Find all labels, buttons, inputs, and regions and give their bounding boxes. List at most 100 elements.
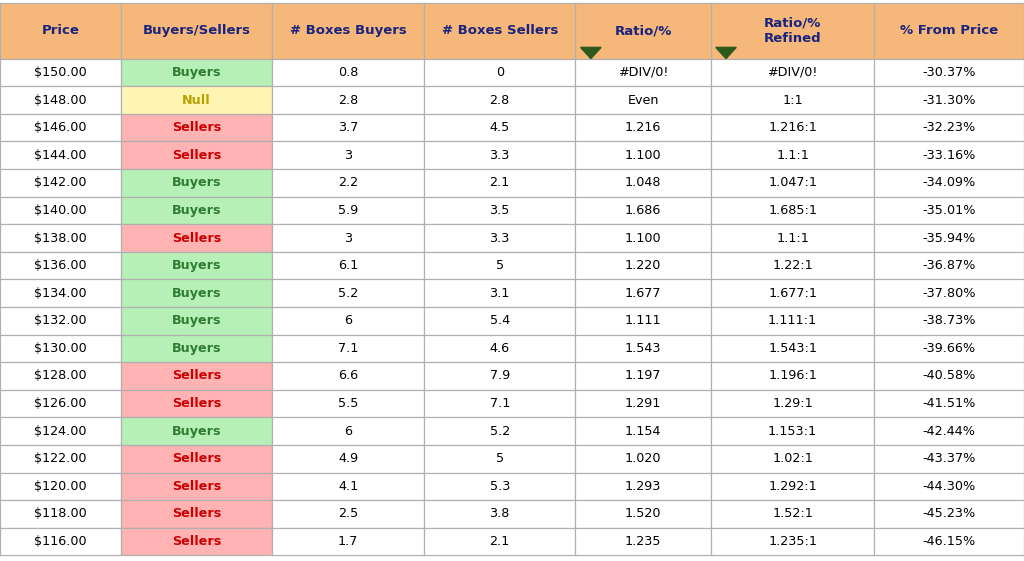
Bar (424, 362, 575, 390)
Bar (121, 362, 272, 390)
Bar (874, 86, 1024, 114)
Text: 5.5: 5.5 (338, 397, 358, 410)
Text: $142.00: $142.00 (34, 176, 87, 189)
Text: Price: Price (42, 24, 79, 37)
Bar (874, 334, 1024, 362)
Text: $120.00: $120.00 (34, 480, 87, 493)
Text: -39.66%: -39.66% (923, 342, 976, 355)
Bar (0, 334, 121, 362)
Bar (0, 500, 121, 528)
Bar (711, 86, 874, 114)
Bar (711, 3, 874, 58)
Bar (424, 114, 575, 141)
Text: 1.686: 1.686 (625, 204, 662, 217)
Text: 1.52:1: 1.52:1 (772, 508, 813, 521)
Text: -45.23%: -45.23% (923, 508, 976, 521)
Text: # Boxes Buyers: # Boxes Buyers (290, 24, 407, 37)
Bar (424, 58, 575, 86)
Bar (711, 141, 874, 169)
Text: Buyers: Buyers (172, 287, 221, 300)
Bar (272, 472, 424, 500)
Text: $148.00: $148.00 (34, 94, 87, 107)
Text: 1.111: 1.111 (625, 314, 662, 327)
Bar (272, 279, 424, 307)
Text: 1.235:1: 1.235:1 (768, 535, 817, 548)
Text: 1.543: 1.543 (625, 342, 662, 355)
Bar (575, 169, 711, 196)
Bar (874, 252, 1024, 279)
Text: 1.1:1: 1.1:1 (776, 232, 809, 245)
Text: 7.1: 7.1 (489, 397, 510, 410)
Text: -43.37%: -43.37% (923, 452, 976, 465)
Text: -46.15%: -46.15% (923, 535, 976, 548)
Text: Ratio/%
Refined: Ratio/% Refined (764, 17, 821, 45)
Text: 1.685:1: 1.685:1 (768, 204, 817, 217)
Text: 1.047:1: 1.047:1 (768, 176, 817, 189)
Text: 3.1: 3.1 (489, 287, 510, 300)
Text: Buyers: Buyers (172, 314, 221, 327)
Bar (424, 528, 575, 555)
Bar (424, 307, 575, 334)
Text: -37.80%: -37.80% (923, 287, 976, 300)
Bar (121, 141, 272, 169)
Bar (874, 472, 1024, 500)
Bar (575, 3, 711, 58)
Bar (874, 114, 1024, 141)
Text: 1.048: 1.048 (625, 176, 662, 189)
Text: 3: 3 (344, 149, 352, 162)
Text: -44.30%: -44.30% (923, 480, 976, 493)
Bar (575, 528, 711, 555)
Bar (121, 86, 272, 114)
Bar (424, 445, 575, 472)
Bar (121, 417, 272, 445)
Text: $128.00: $128.00 (34, 370, 87, 383)
Bar (0, 114, 121, 141)
Bar (121, 196, 272, 224)
Text: Ratio/%: Ratio/% (614, 24, 672, 37)
Text: 1.020: 1.020 (625, 452, 662, 465)
Bar (424, 334, 575, 362)
Bar (874, 141, 1024, 169)
Text: 1.291: 1.291 (625, 397, 662, 410)
Bar (874, 169, 1024, 196)
Text: $130.00: $130.00 (34, 342, 87, 355)
Bar (874, 279, 1024, 307)
Bar (272, 445, 424, 472)
Bar (874, 528, 1024, 555)
Text: 2.1: 2.1 (489, 535, 510, 548)
Bar (424, 141, 575, 169)
Text: 1.100: 1.100 (625, 232, 662, 245)
Text: 1.520: 1.520 (625, 508, 662, 521)
Bar (0, 445, 121, 472)
Bar (711, 362, 874, 390)
Text: $140.00: $140.00 (34, 204, 87, 217)
Text: $144.00: $144.00 (34, 149, 87, 162)
Text: 3.3: 3.3 (489, 232, 510, 245)
Text: 2.2: 2.2 (338, 176, 358, 189)
Bar (0, 472, 121, 500)
Text: $122.00: $122.00 (34, 452, 87, 465)
Bar (575, 307, 711, 334)
Bar (0, 279, 121, 307)
Bar (575, 141, 711, 169)
Bar (0, 252, 121, 279)
Text: 5: 5 (496, 452, 504, 465)
Text: $136.00: $136.00 (34, 259, 87, 272)
Bar (0, 528, 121, 555)
Text: 5.2: 5.2 (489, 425, 510, 438)
Bar (424, 279, 575, 307)
Text: 1.7: 1.7 (338, 535, 358, 548)
Bar (121, 3, 272, 58)
Text: -41.51%: -41.51% (923, 397, 976, 410)
Text: 1.293: 1.293 (625, 480, 662, 493)
Bar (121, 334, 272, 362)
Text: Sellers: Sellers (172, 232, 221, 245)
Polygon shape (581, 47, 601, 58)
Bar (711, 500, 874, 528)
Bar (272, 390, 424, 417)
Bar (575, 114, 711, 141)
Text: 3.5: 3.5 (489, 204, 510, 217)
Bar (121, 279, 272, 307)
Bar (272, 224, 424, 252)
Bar (575, 472, 711, 500)
